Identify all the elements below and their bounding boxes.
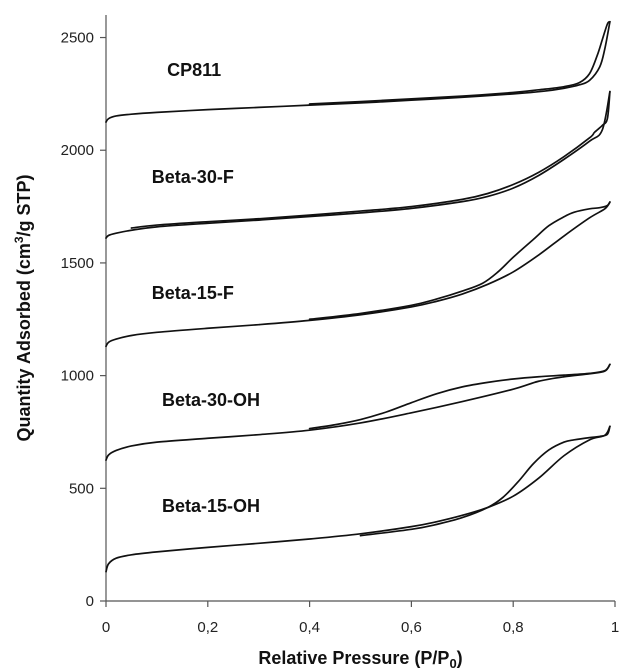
- desorption-curve-beta-30-f: [130, 90, 611, 229]
- desorption-curve-beta-15-f: [308, 201, 611, 321]
- isotherm-curves: [105, 20, 611, 573]
- x-ticks: 0 0,2 0,4 0,6 0,8 1: [102, 601, 619, 636]
- x-tick-label: 1: [611, 619, 619, 636]
- y-axis-title-superscript: 3: [12, 236, 26, 243]
- adsorption-curve-beta-30-f: [105, 90, 611, 239]
- y-tick-label: 0: [86, 593, 94, 610]
- y-tick-label: 500: [69, 480, 94, 497]
- y-ticks: 0 500 1000 1500 2000 2500: [61, 30, 106, 610]
- adsorption-curve-beta-15-oh: [105, 425, 611, 573]
- y-tick-label: 1000: [61, 368, 94, 385]
- x-axis-title: Relative Pressure (P/P0): [258, 648, 462, 671]
- y-axis-title-main: Quantity Adsorbed (cm: [14, 243, 34, 441]
- adsorption-curve-cp811: [105, 20, 611, 123]
- x-tick-label: 0,2: [197, 619, 218, 636]
- desorption-curve-beta-30-oh: [308, 363, 611, 430]
- x-axis-title-end: ): [457, 648, 463, 668]
- axes: 0 0,2 0,4 0,6 0,8 1 0 500 1000 1500 2000 2500: [61, 15, 619, 636]
- desorption-curve-cp811: [308, 20, 611, 105]
- x-axis-title-main: Relative Pressure (P/P: [258, 648, 449, 668]
- series-label-beta-30-oh: Beta-30-OH: [162, 390, 260, 410]
- x-tick-label: 0,4: [299, 619, 320, 636]
- desorption-curve-beta-15-oh: [359, 425, 611, 537]
- series-label-beta-15-f: Beta-15-F: [152, 283, 234, 303]
- y-axis-title-end: /g STP): [14, 174, 34, 236]
- series-label-beta-15-oh: Beta-15-OH: [162, 496, 260, 516]
- x-tick-label: 0,6: [401, 619, 422, 636]
- series-label-beta-30-f: Beta-30-F: [152, 167, 234, 187]
- series-labels: CP811 Beta-30-F Beta-15-F Beta-30-OH Beta-15…: [152, 60, 260, 516]
- x-tick-label: 0,8: [503, 619, 524, 636]
- x-tick-label: 0: [102, 619, 110, 636]
- adsorption-curve-beta-30-oh: [105, 363, 611, 461]
- x-axis-title-subscript: 0: [449, 656, 456, 671]
- y-tick-label: 2500: [61, 30, 94, 47]
- y-axis-title: Quantity Adsorbed (cm3/g STP): [12, 174, 34, 441]
- adsorption-curve-beta-15-f: [105, 201, 611, 348]
- series-label-cp811: CP811: [167, 60, 221, 80]
- y-tick-label: 1500: [61, 255, 94, 272]
- y-tick-label: 2000: [61, 142, 94, 159]
